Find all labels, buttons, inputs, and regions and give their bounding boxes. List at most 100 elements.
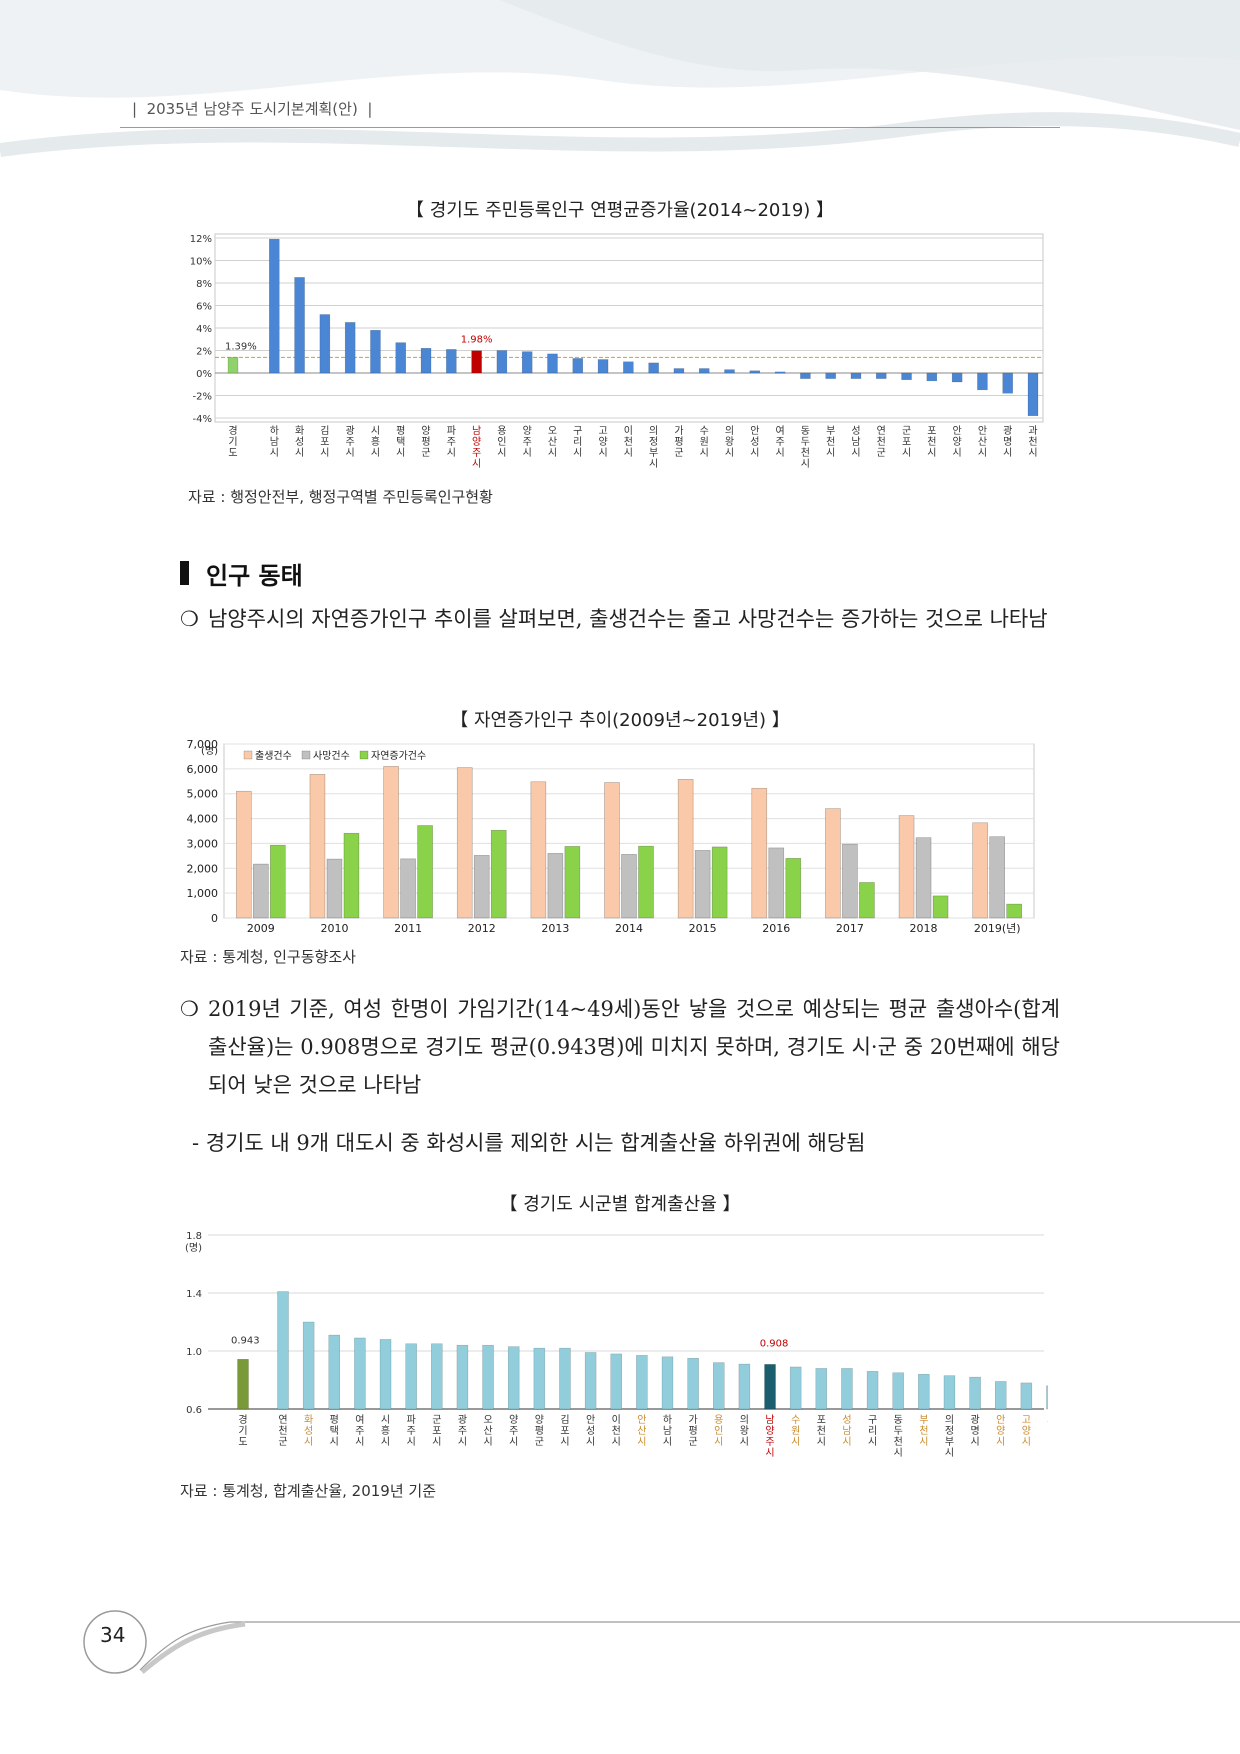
bar-김포시 (559, 1347, 571, 1410)
figure-2-caption: 【 자연증가인구 추이(2009년~2019년) 】 (450, 710, 790, 731)
average-label: 1.39% (225, 341, 257, 352)
svg-text:시: 시 (371, 447, 380, 459)
x-tick-안산시: 안산시 (637, 1414, 646, 1448)
x-tick-오산시: 오산시 (483, 1415, 492, 1448)
y-tick-label: 1,000 (187, 887, 219, 900)
highlight-label: 1.98% (461, 335, 493, 346)
x-tick-연천군: 연천군 (877, 425, 886, 459)
svg-text:주: 주 (407, 1426, 416, 1437)
svg-text:광: 광 (458, 1414, 467, 1426)
svg-text:시: 시 (996, 1436, 1005, 1448)
svg-text:시: 시 (868, 1436, 877, 1448)
bar-부천시 (918, 1373, 930, 1410)
figure-3-source: 자료 : 통계청, 합계출산율, 2019년 기준 (180, 1482, 437, 1500)
y-tick-label: 6,000 (187, 763, 219, 776)
bar-자연증가건수-2012 (490, 829, 507, 919)
y-tick-label: 7,000 (187, 738, 219, 751)
natural-increase-chart: 7,000 6,000 5,000 4,000 3,000 2,000 1,000 0 (명) 2… (187, 738, 1035, 935)
svg-text:시: 시 (612, 1436, 621, 1448)
svg-text:시: 시 (649, 458, 658, 470)
svg-text:의: 의 (945, 1414, 954, 1426)
bar-자연증가건수-2015 (711, 846, 728, 919)
svg-text:이: 이 (624, 425, 633, 437)
bar-수원시 (789, 1366, 802, 1410)
svg-text:기: 기 (238, 1425, 247, 1437)
x-tick-김포시: 김포시 (320, 425, 329, 459)
x-tick-안산시: 안산시 (978, 425, 987, 459)
svg-text:시: 시 (432, 1436, 441, 1448)
svg-text:천: 천 (877, 436, 886, 448)
x-tick-안성시: 안성시 (586, 1414, 595, 1448)
bar-양평군 (533, 1347, 546, 1410)
x-tick-2009: 2009 (247, 922, 275, 935)
svg-text:시: 시 (355, 1436, 364, 1448)
x-tick-수원시: 수원시 (791, 1414, 800, 1448)
average-label: 0.943 (231, 1335, 260, 1346)
bar-구리시 (572, 358, 584, 374)
svg-text:시: 시 (624, 447, 633, 459)
bar-수원시 (698, 368, 710, 374)
svg-text:시: 시 (497, 447, 506, 459)
y-tick-label: -2% (193, 392, 212, 403)
x-tick-의왕시: 의왕시 (725, 425, 734, 459)
svg-text:부: 부 (826, 426, 835, 437)
y-tick-label: 2,000 (187, 862, 219, 875)
svg-text:천: 천 (801, 447, 810, 459)
svg-text:시: 시 (304, 1436, 313, 1448)
x-tick-2012: 2012 (468, 922, 496, 935)
svg-text:군: 군 (535, 1436, 544, 1448)
y-tick-label: 10% (190, 257, 212, 268)
y-tick-label: 1.0 (186, 1347, 202, 1358)
svg-text:시: 시 (586, 1436, 595, 1448)
bar-사망건수-2016 (768, 847, 785, 919)
x-tick-김포시: 김포시 (560, 1414, 569, 1448)
svg-text:안: 안 (637, 1414, 646, 1426)
svg-text:오: 오 (548, 426, 557, 437)
svg-text:시: 시 (407, 1436, 416, 1448)
bar-파주시 (405, 1343, 417, 1410)
svg-text:시: 시 (381, 1414, 390, 1426)
running-title: 2035년 남양주 도시기본계획(안) (146, 100, 358, 118)
x-tick-광주시: 광주시 (346, 425, 355, 459)
x-tick-군포시: 군포시 (432, 1414, 441, 1448)
bar-동두천시 (800, 372, 811, 379)
bar-의왕시 (724, 369, 735, 374)
svg-text:시: 시 (637, 1436, 646, 1448)
paragraph-natural-increase: ❍ 남양주시의 자연증가인구 추이를 살펴보면, 출생건수는 줄고 사망건수는 … (180, 600, 1060, 638)
svg-text:흥: 흥 (381, 1424, 390, 1437)
bar-양주시 (521, 351, 533, 374)
svg-text:정: 정 (945, 1425, 954, 1437)
svg-text:시: 시 (851, 447, 860, 459)
svg-text:천: 천 (927, 436, 936, 448)
bar-시흥시 (370, 330, 381, 374)
svg-text:안: 안 (953, 425, 962, 437)
svg-text:성: 성 (304, 1425, 313, 1437)
svg-text:의: 의 (740, 1414, 749, 1426)
svg-text:군: 군 (877, 447, 886, 459)
bar-광주시 (344, 322, 356, 374)
svg-text:천: 천 (612, 1425, 621, 1437)
x-tick-가평군: 가평군 (674, 425, 683, 459)
x-tick-용인시: 용인시 (497, 425, 506, 459)
bar-자연증가건수-2013 (564, 846, 581, 919)
figure-1-caption: 【 경기도 주민등록인구 연평균증가율(2014~2019) 】 (405, 200, 835, 221)
x-tick-양평군: 양평군 (535, 1414, 544, 1448)
fertility-rate-chart: 1.81.41.00.6(명)경기도연천군화성시평택시여주시시흥시파주시군포시광… (185, 1231, 1048, 1459)
svg-text:파: 파 (447, 425, 456, 437)
svg-text:가: 가 (689, 1414, 698, 1426)
x-tick-2017: 2017 (836, 922, 864, 935)
svg-text:천: 천 (624, 436, 633, 448)
svg-text:성: 성 (750, 436, 759, 448)
bar-경기도 (227, 357, 239, 374)
svg-text:양: 양 (953, 436, 962, 448)
header-rule (120, 127, 1060, 128)
bar-고양시 (597, 359, 609, 374)
x-tick-경기도: 경기도 (228, 424, 237, 459)
x-tick-과천시: 과천시 (1028, 425, 1037, 459)
bar-용인시 (713, 1362, 725, 1410)
x-tick-연천군: 연천군 (278, 1414, 287, 1448)
x-tick-평택시: 평택시 (396, 425, 405, 459)
bar-사망건수-2019(년) (989, 836, 1005, 919)
bar-자연증가건수-2010 (343, 832, 360, 919)
bullet-icon: ❍ (180, 607, 199, 631)
